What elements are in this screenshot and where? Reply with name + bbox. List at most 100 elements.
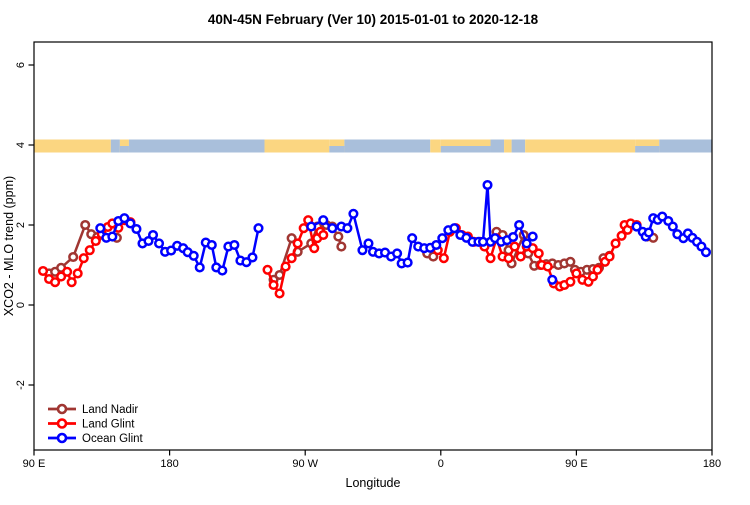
data-point-ocean-glint — [147, 229, 159, 241]
data-point-land-glint — [438, 253, 449, 264]
data-point-ocean-glint — [431, 239, 442, 251]
data-point-ocean-glint — [402, 257, 413, 268]
y-tick-label: 0 — [15, 302, 27, 308]
data-point-land-glint — [309, 243, 320, 254]
strip-mixed-ocean-part — [329, 146, 345, 153]
data-point-land-glint — [292, 238, 303, 249]
data-point-ocean-glint — [527, 231, 538, 242]
data-point-ocean-glint — [217, 265, 228, 276]
axes: 90 E 180 90 W 0 90 E 180 -2 0 2 4 6 — [15, 41, 721, 470]
strip-ocean — [110, 139, 120, 153]
data-point-land-nadir — [333, 231, 344, 242]
data-point-land-glint — [84, 245, 95, 256]
data-point-ocean-glint — [229, 239, 240, 251]
x-tick-label: 90 E — [23, 458, 46, 470]
x-axis-label: Longitude — [346, 476, 401, 490]
land-ocean-map-strip — [34, 139, 712, 153]
x-tick-label: 180 — [160, 458, 178, 470]
y-tick-label: 6 — [15, 62, 27, 68]
data-point-ocean-glint — [508, 231, 519, 243]
series-ocean-glint — [95, 179, 712, 285]
data-point-land-glint — [485, 253, 496, 264]
data-point-ocean-glint — [131, 223, 142, 235]
strip-mixed-ocean-part — [119, 146, 129, 153]
data-point-land-nadir — [68, 251, 79, 263]
data-point-ocean-glint — [547, 274, 558, 285]
legend-label: Land Glint — [82, 419, 135, 431]
data-point-ocean-glint — [449, 223, 460, 234]
legend: Land Nadir Land Glint Ocean Glint — [48, 403, 144, 445]
data-point-ocean-glint — [514, 219, 525, 231]
data-point-ocean-glint — [437, 233, 448, 244]
data-point-ocean-glint — [357, 245, 368, 256]
data-point-land-nadir — [565, 256, 576, 267]
data-point-ocean-glint — [667, 221, 678, 232]
strip-land — [430, 139, 441, 153]
x-tick-label: 0 — [438, 458, 444, 470]
x-tick-label: 180 — [703, 458, 721, 470]
plot-box — [33, 41, 713, 451]
strip-ocean — [490, 139, 505, 153]
data-point-land-glint — [616, 230, 627, 241]
strip-ocean — [659, 139, 712, 153]
data-point-land-glint — [592, 264, 603, 275]
data-point-land-glint — [503, 253, 514, 264]
data-point-ocean-glint — [95, 223, 106, 234]
data-point-ocean-glint — [125, 218, 136, 229]
data-point-ocean-glint — [407, 233, 418, 244]
data-point-land-nadir — [286, 233, 297, 244]
strip-mixed-ocean-part — [635, 146, 660, 153]
strip-land — [34, 139, 111, 153]
data-point-land-glint — [533, 248, 544, 259]
data-point-land-glint — [587, 271, 599, 282]
data-point-ocean-glint — [188, 250, 199, 261]
data-point-ocean-glint — [206, 239, 217, 251]
legend-label: Ocean Glint — [82, 433, 144, 445]
strip-land — [525, 139, 636, 153]
data-point-land-glint — [62, 266, 73, 277]
data-point-ocean-glint — [363, 238, 374, 249]
data-point-land-glint — [542, 261, 553, 272]
y-tick-label: 2 — [15, 222, 27, 228]
data-point-land-glint — [66, 277, 77, 288]
strip-land — [264, 139, 330, 153]
strip-ocean — [128, 139, 265, 153]
data-point-land-glint — [509, 241, 520, 252]
data-point-ocean-glint — [194, 262, 205, 273]
legend-marker — [56, 403, 68, 415]
data-point-land-glint — [571, 268, 582, 279]
data-point-land-glint — [286, 253, 297, 264]
strip-mixed-ocean-part — [440, 146, 491, 153]
data-point-ocean-glint — [521, 238, 532, 249]
data-point-land-glint — [72, 268, 83, 279]
data-point-land-glint — [78, 253, 89, 264]
y-tick-label: 4 — [15, 142, 27, 148]
data-point-ocean-glint — [482, 179, 493, 191]
strip-ocean — [511, 139, 526, 153]
x-tick-label: 90 E — [565, 458, 588, 470]
data-point-land-glint — [565, 276, 576, 287]
data-point-land-glint — [268, 279, 279, 291]
data-point-land-glint — [318, 229, 329, 241]
data-point-land-glint — [515, 251, 526, 262]
legend-label: Land Nadir — [82, 404, 138, 416]
data-point-land-glint — [274, 288, 285, 299]
data-point-ocean-glint — [342, 223, 353, 234]
data-point-ocean-glint — [318, 215, 329, 226]
data-point-land-glint — [37, 265, 49, 277]
data-point-land-nadir — [428, 251, 439, 262]
data-point-ocean-glint — [327, 223, 338, 234]
y-tick-label: -2 — [15, 380, 27, 390]
data-point-land-nadir — [336, 241, 347, 252]
data-point-ocean-glint — [306, 221, 317, 232]
data-point-ocean-glint — [700, 247, 712, 258]
strip-ocean — [344, 139, 431, 153]
data-point-ocean-glint — [348, 208, 359, 219]
data-point-ocean-glint — [119, 213, 130, 224]
x-tick-label: 90 W — [292, 458, 318, 470]
data-point-land-glint — [90, 235, 101, 247]
data-point-land-glint — [610, 238, 621, 249]
data-point-land-glint — [262, 264, 273, 275]
data-series — [37, 179, 712, 299]
